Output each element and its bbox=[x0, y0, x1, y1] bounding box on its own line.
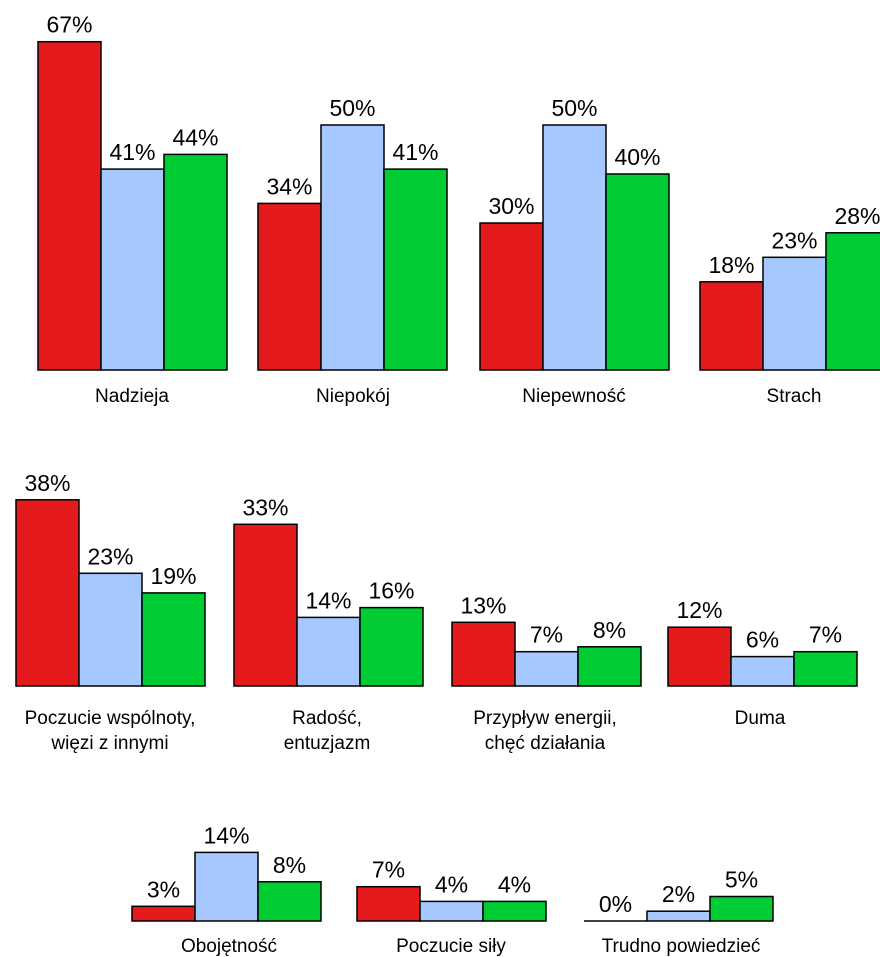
bar-strach-series-1 bbox=[699, 281, 764, 371]
value-label-duma-series-1: 12% bbox=[676, 597, 722, 623]
value-label-strach-series-2: 23% bbox=[771, 227, 817, 253]
bar-niepokoj-series-1 bbox=[257, 202, 322, 371]
value-label-niepewnosc-series-2: 50% bbox=[551, 95, 597, 121]
value-label-obojetnosc-series-3: 8% bbox=[273, 852, 306, 878]
value-label-niepokoj-series-1: 34% bbox=[266, 173, 312, 199]
group-niepewnosc: 30% 50% 40% Niepewność bbox=[479, 95, 670, 407]
category-label-radosc-entuzjazm-line-2: entuzjazm bbox=[284, 733, 371, 754]
value-label-poczucie-wspolnoty-wiezi-z-innymi-series-2: 23% bbox=[87, 543, 133, 569]
bar-duma-series-3 bbox=[793, 650, 858, 687]
category-label-strach: Strach bbox=[767, 386, 822, 407]
bar-trudno-powiedziec-series-2 bbox=[646, 910, 711, 922]
bar-obojetnosc-series-2 bbox=[194, 851, 259, 922]
value-label-radosc-entuzjazm-series-3: 16% bbox=[368, 578, 414, 604]
group-nadzieja: 67% 41% 44% Nadzieja bbox=[37, 12, 228, 407]
bar-radosc-entuzjazm-series-2 bbox=[296, 616, 361, 687]
bar-duma-series-2 bbox=[730, 655, 795, 687]
value-label-niepewnosc-series-1: 30% bbox=[488, 193, 534, 219]
group-strach: 18% 23% 28% Strach bbox=[699, 203, 880, 407]
value-label-poczucie-sily-series-1: 7% bbox=[372, 857, 405, 883]
category-label-radosc-entuzjazm-line-1: Radość, bbox=[292, 708, 362, 729]
value-label-nadzieja-series-2: 41% bbox=[109, 139, 155, 165]
group-przyplyw-energii-chec-dzialania: 13% 7% 8% Przypływ energii, chęć działania bbox=[451, 592, 642, 754]
value-label-trudno-powiedziec-series-3: 5% bbox=[725, 867, 758, 893]
bar-duma-series-1 bbox=[667, 626, 732, 687]
value-label-poczucie-sily-series-3: 4% bbox=[498, 871, 531, 897]
category-label-przyplyw-energii-chec-dzialania-line-2: chęć działania bbox=[485, 733, 606, 754]
bar-przyplyw-energii-chec-dzialania-series-1 bbox=[451, 621, 516, 687]
bar-niepokoj-series-3 bbox=[383, 168, 448, 371]
group-poczucie-sily: 7% 4% 4% Poczucie siły bbox=[356, 857, 547, 957]
bar-nadzieja-series-3 bbox=[163, 153, 228, 371]
category-label-obojetnosc: Obojętność bbox=[181, 936, 277, 957]
value-label-obojetnosc-series-2: 14% bbox=[203, 822, 249, 848]
group-radosc-entuzjazm: 33% 14% 16% Radość, entuzjazm bbox=[233, 494, 424, 754]
value-label-strach-series-3: 28% bbox=[834, 203, 880, 229]
value-label-przyplyw-energii-chec-dzialania-series-2: 7% bbox=[530, 622, 563, 648]
value-label-poczucie-sily-series-2: 4% bbox=[435, 871, 468, 897]
value-label-trudno-powiedziec-series-2: 2% bbox=[662, 881, 695, 907]
value-label-duma-series-2: 6% bbox=[746, 627, 779, 653]
bar-trudno-powiedziec-series-3 bbox=[709, 895, 774, 922]
bar-strach-series-3 bbox=[825, 232, 880, 371]
bar-przyplyw-energii-chec-dzialania-series-3 bbox=[577, 646, 642, 687]
bar-przyplyw-energii-chec-dzialania-series-2 bbox=[514, 650, 579, 687]
group-niepokoj: 34% 50% 41% Niepokój bbox=[257, 95, 448, 407]
value-label-poczucie-wspolnoty-wiezi-z-innymi-series-3: 19% bbox=[150, 563, 196, 589]
value-label-niepokoj-series-3: 41% bbox=[392, 139, 438, 165]
bar-poczucie-wspolnoty-wiezi-z-innymi-series-2 bbox=[78, 572, 143, 687]
bar-niepokoj-series-2 bbox=[320, 124, 385, 371]
value-label-przyplyw-energii-chec-dzialania-series-1: 13% bbox=[460, 592, 506, 618]
bar-radosc-entuzjazm-series-3 bbox=[359, 606, 424, 687]
value-label-radosc-entuzjazm-series-1: 33% bbox=[242, 494, 288, 520]
category-label-duma: Duma bbox=[735, 708, 786, 729]
bar-poczucie-wspolnoty-wiezi-z-innymi-series-1 bbox=[15, 499, 80, 687]
bar-poczucie-sily-series-2 bbox=[419, 900, 484, 922]
group-poczucie-wspolnoty-wiezi-z-innymi: 38% 23% 19% Poczucie wspólnoty, więzi z inny… bbox=[15, 470, 206, 754]
value-label-nadzieja-series-3: 44% bbox=[172, 124, 218, 150]
group-duma: 12% 6% 7% Duma bbox=[667, 597, 858, 729]
bar-nadzieja-series-1 bbox=[37, 40, 102, 371]
category-label-poczucie-wspolnoty-wiezi-z-innymi-line-1: Poczucie wspólnoty, bbox=[25, 708, 196, 729]
category-label-niepokoj: Niepokój bbox=[316, 386, 390, 407]
value-label-trudno-powiedziec-series-1: 0% bbox=[599, 891, 632, 917]
value-label-strach-series-1: 18% bbox=[708, 252, 754, 278]
bar-niepewnosc-series-1 bbox=[479, 222, 544, 371]
category-label-nadzieja: Nadzieja bbox=[95, 386, 169, 407]
bar-radosc-entuzjazm-series-1 bbox=[233, 523, 298, 687]
bar-niepewnosc-series-3 bbox=[605, 173, 670, 371]
value-label-niepokoj-series-2: 50% bbox=[329, 95, 375, 121]
value-label-obojetnosc-series-1: 3% bbox=[147, 876, 180, 902]
value-label-poczucie-wspolnoty-wiezi-z-innymi-series-1: 38% bbox=[24, 470, 70, 496]
value-label-radosc-entuzjazm-series-2: 14% bbox=[305, 587, 351, 613]
bar-poczucie-sily-series-3 bbox=[482, 900, 547, 922]
bar-strach-series-2 bbox=[762, 256, 827, 371]
value-label-duma-series-3: 7% bbox=[809, 622, 842, 648]
category-label-poczucie-wspolnoty-wiezi-z-innymi-line-2: więzi z innymi bbox=[50, 733, 168, 754]
bar-poczucie-wspolnoty-wiezi-z-innymi-series-3 bbox=[141, 592, 206, 687]
bar-obojetnosc-series-1 bbox=[131, 905, 196, 922]
value-label-przyplyw-energii-chec-dzialania-series-3: 8% bbox=[593, 617, 626, 643]
value-label-nadzieja-series-1: 67% bbox=[46, 12, 92, 38]
category-label-niepewnosc: Niepewność bbox=[522, 386, 626, 407]
group-trudno-powiedziec: 0% 2% 5% Trudno powiedzieć bbox=[584, 867, 774, 957]
category-label-poczucie-sily: Poczucie siły bbox=[396, 936, 506, 957]
bar-niepewnosc-series-2 bbox=[542, 124, 607, 371]
group-obojetnosc: 3% 14% 8% Obojętność bbox=[131, 822, 322, 957]
bar-nadzieja-series-2 bbox=[100, 168, 165, 371]
value-label-niepewnosc-series-3: 40% bbox=[614, 144, 660, 170]
bar-obojetnosc-series-3 bbox=[257, 881, 322, 922]
bar-poczucie-sily-series-1 bbox=[356, 885, 421, 922]
category-label-przyplyw-energii-chec-dzialania-line-1: Przypływ energii, bbox=[473, 708, 617, 729]
category-label-trudno-powiedziec: Trudno powiedzieć bbox=[602, 936, 761, 957]
